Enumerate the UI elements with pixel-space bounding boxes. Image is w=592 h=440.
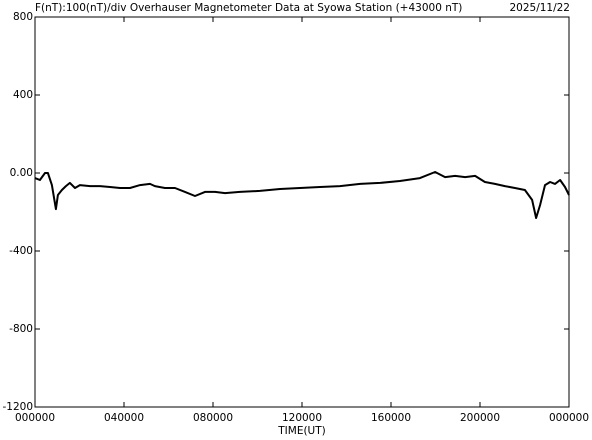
x-axis-label: TIME(UT) (277, 425, 326, 437)
x-tick-label: 000000 (15, 412, 55, 424)
y-tick-label: -1200 (2, 401, 33, 413)
x-tick-label: 040000 (104, 412, 144, 424)
y-tick-label: 800 (13, 11, 33, 23)
y-tick-label: 0.00 (10, 167, 33, 179)
y-tick-label: -400 (9, 245, 33, 257)
x-tick-label: 000000 (549, 412, 589, 424)
plot-frame (34, 16, 570, 408)
x-tick-label: 080000 (193, 412, 233, 424)
x-tick-label: 160000 (371, 412, 411, 424)
chart-title: F(nT):100(nT)/div Overhauser Magnetomete… (35, 2, 462, 14)
y-tick-label: 400 (13, 89, 33, 101)
x-tick-label: 200000 (460, 412, 500, 424)
x-tick-label: 120000 (282, 412, 322, 424)
chart-date: 2025/11/22 (509, 2, 570, 14)
y-tick-label: -800 (9, 323, 33, 335)
data-line (34, 171, 570, 219)
